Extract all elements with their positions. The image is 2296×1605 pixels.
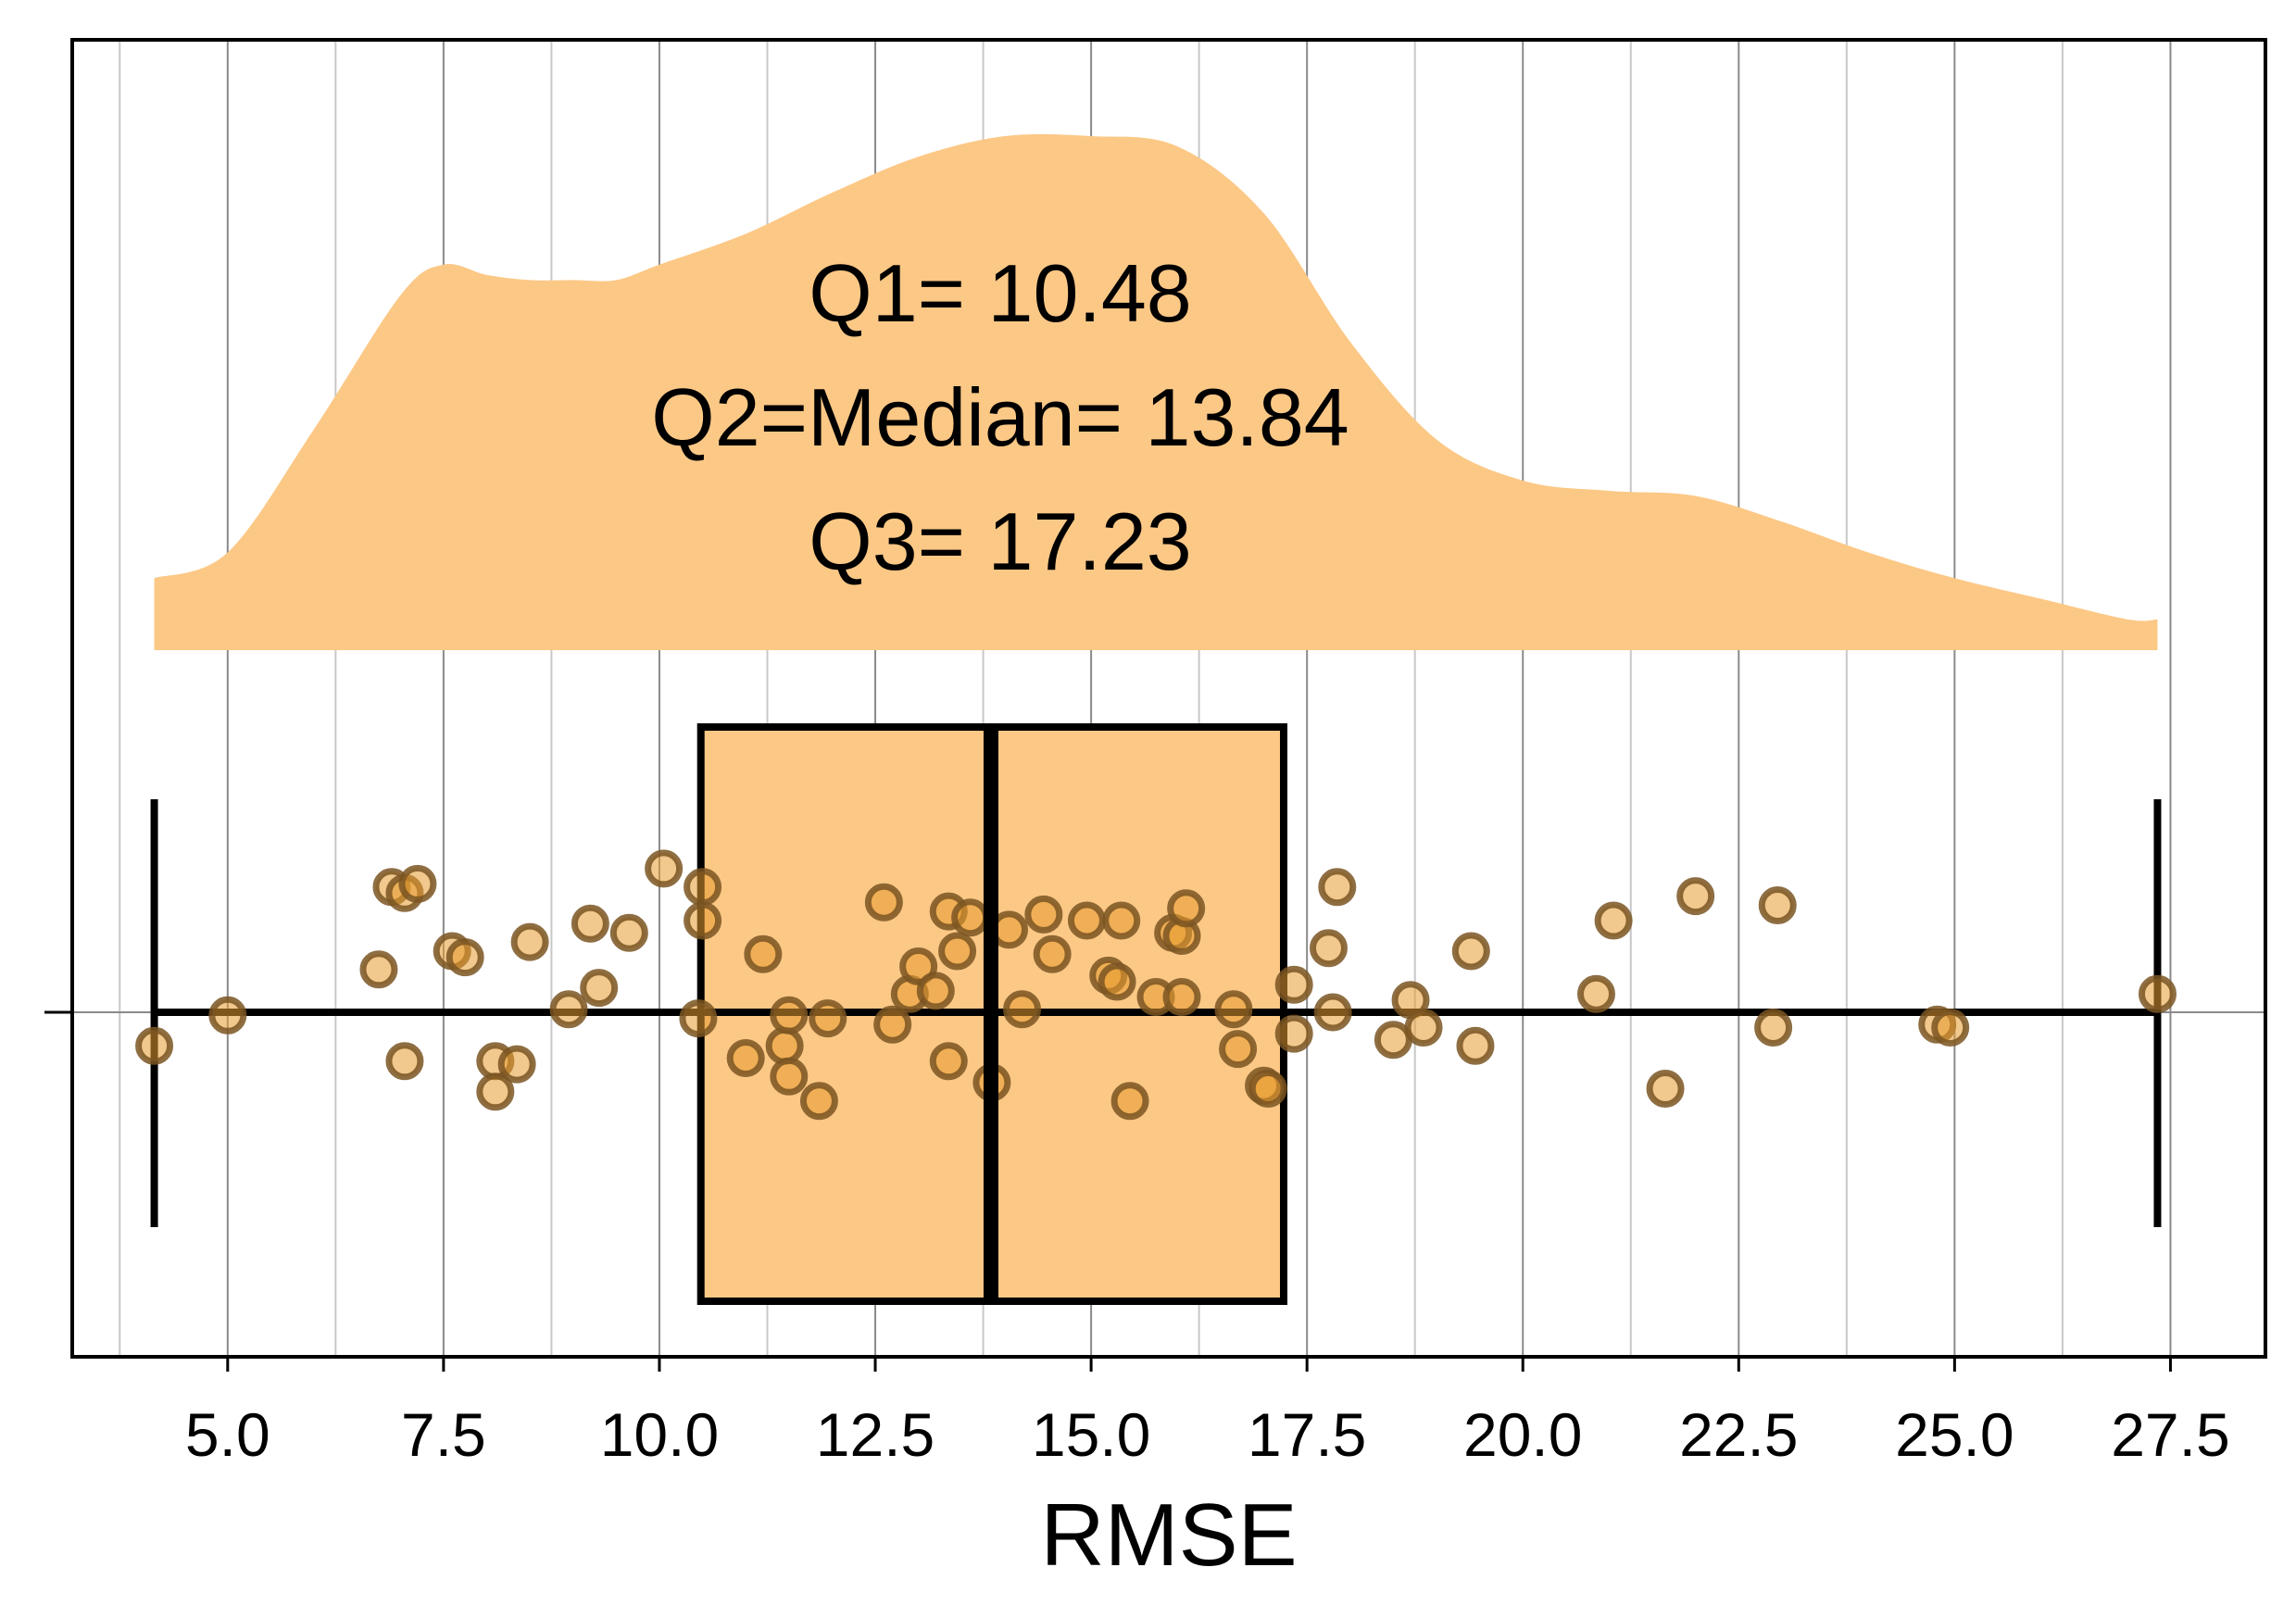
data-point (1162, 978, 1201, 1016)
data-point (1024, 895, 1063, 934)
data-point (1456, 1026, 1495, 1065)
data-point (1404, 1009, 1443, 1047)
x-tick-label: 15.0 (1032, 1400, 1150, 1469)
data-point (1313, 993, 1352, 1032)
data-point (684, 901, 722, 940)
q1-annotation: Q1= 10.48 (809, 247, 1191, 339)
data-point (770, 1057, 809, 1096)
data-point (1676, 877, 1715, 916)
data-point (135, 1026, 174, 1065)
data-point (1067, 901, 1106, 940)
x-tick-label: 17.5 (1248, 1400, 1366, 1469)
data-point (873, 1005, 912, 1044)
data-point (951, 898, 990, 937)
density-cloud (154, 133, 2158, 651)
data-point (1274, 965, 1313, 1004)
data-point (445, 938, 484, 977)
data-point (1754, 1009, 1793, 1047)
data-point (510, 922, 549, 961)
annotation-group: Q1= 10.48 Q2=Median= 13.84 Q3= 17.23 (651, 247, 1349, 587)
data-point (679, 999, 718, 1038)
median-annotation: Q2=Median= 13.84 (651, 371, 1349, 463)
q3-annotation: Q3= 17.23 (809, 495, 1191, 587)
data-point (359, 950, 398, 989)
data-point (744, 934, 783, 973)
data-point (549, 990, 588, 1029)
data-point (1318, 868, 1357, 907)
data-point (1214, 990, 1253, 1029)
data-point (476, 1072, 515, 1111)
x-tick-label: 27.5 (2111, 1400, 2229, 1469)
data-point (1758, 886, 1797, 924)
data-point (929, 1042, 968, 1081)
data-point (1003, 990, 1042, 1029)
data-point (208, 996, 247, 1034)
data-point (1219, 1030, 1258, 1069)
data-point (799, 1082, 838, 1121)
data-point (1451, 932, 1490, 971)
data-point (1374, 1021, 1412, 1060)
data-point (497, 1045, 536, 1084)
data-point (1646, 1070, 1685, 1108)
data-point (770, 996, 809, 1034)
data-point (899, 947, 938, 985)
data-point (398, 864, 437, 903)
x-tick-label: 10.0 (600, 1400, 719, 1469)
data-point (765, 1026, 804, 1065)
data-point (916, 972, 955, 1010)
data-point (726, 1039, 765, 1077)
x-tick-label: 7.5 (401, 1400, 486, 1469)
data-point (809, 999, 847, 1038)
x-tick-label: 25.0 (1895, 1400, 2014, 1469)
data-point (1033, 934, 1072, 973)
data-point (1274, 1014, 1313, 1053)
data-point (1576, 974, 1615, 1013)
x-axis: 5.0 7.5 10.0 12.5 15.0 17.5 20.0 22.5 25.0 27.5 (185, 1357, 2230, 1469)
data-point (1309, 929, 1348, 968)
data-point (609, 913, 648, 952)
data-point (385, 1042, 424, 1081)
data-point (1098, 962, 1136, 1001)
data-point (2138, 974, 2177, 1013)
data-point (580, 969, 619, 1008)
data-point (1167, 889, 1206, 928)
data-point (1102, 901, 1141, 940)
data-point (571, 904, 609, 943)
data-point (938, 932, 977, 971)
x-tick-label: 20.0 (1463, 1400, 1582, 1469)
data-point (645, 849, 684, 888)
data-point (1248, 1070, 1287, 1108)
data-point (1931, 1009, 1970, 1047)
x-tick-label: 22.5 (1679, 1400, 1798, 1469)
data-point (684, 868, 722, 907)
x-axis-title: RMSE (1040, 1486, 1297, 1585)
x-tick-label: 12.5 (816, 1400, 935, 1469)
plot-frame (70, 38, 2267, 1359)
x-tick-label: 5.0 (185, 1400, 270, 1469)
data-point (1110, 1082, 1149, 1121)
data-point (864, 883, 903, 922)
data-point (1594, 901, 1633, 940)
